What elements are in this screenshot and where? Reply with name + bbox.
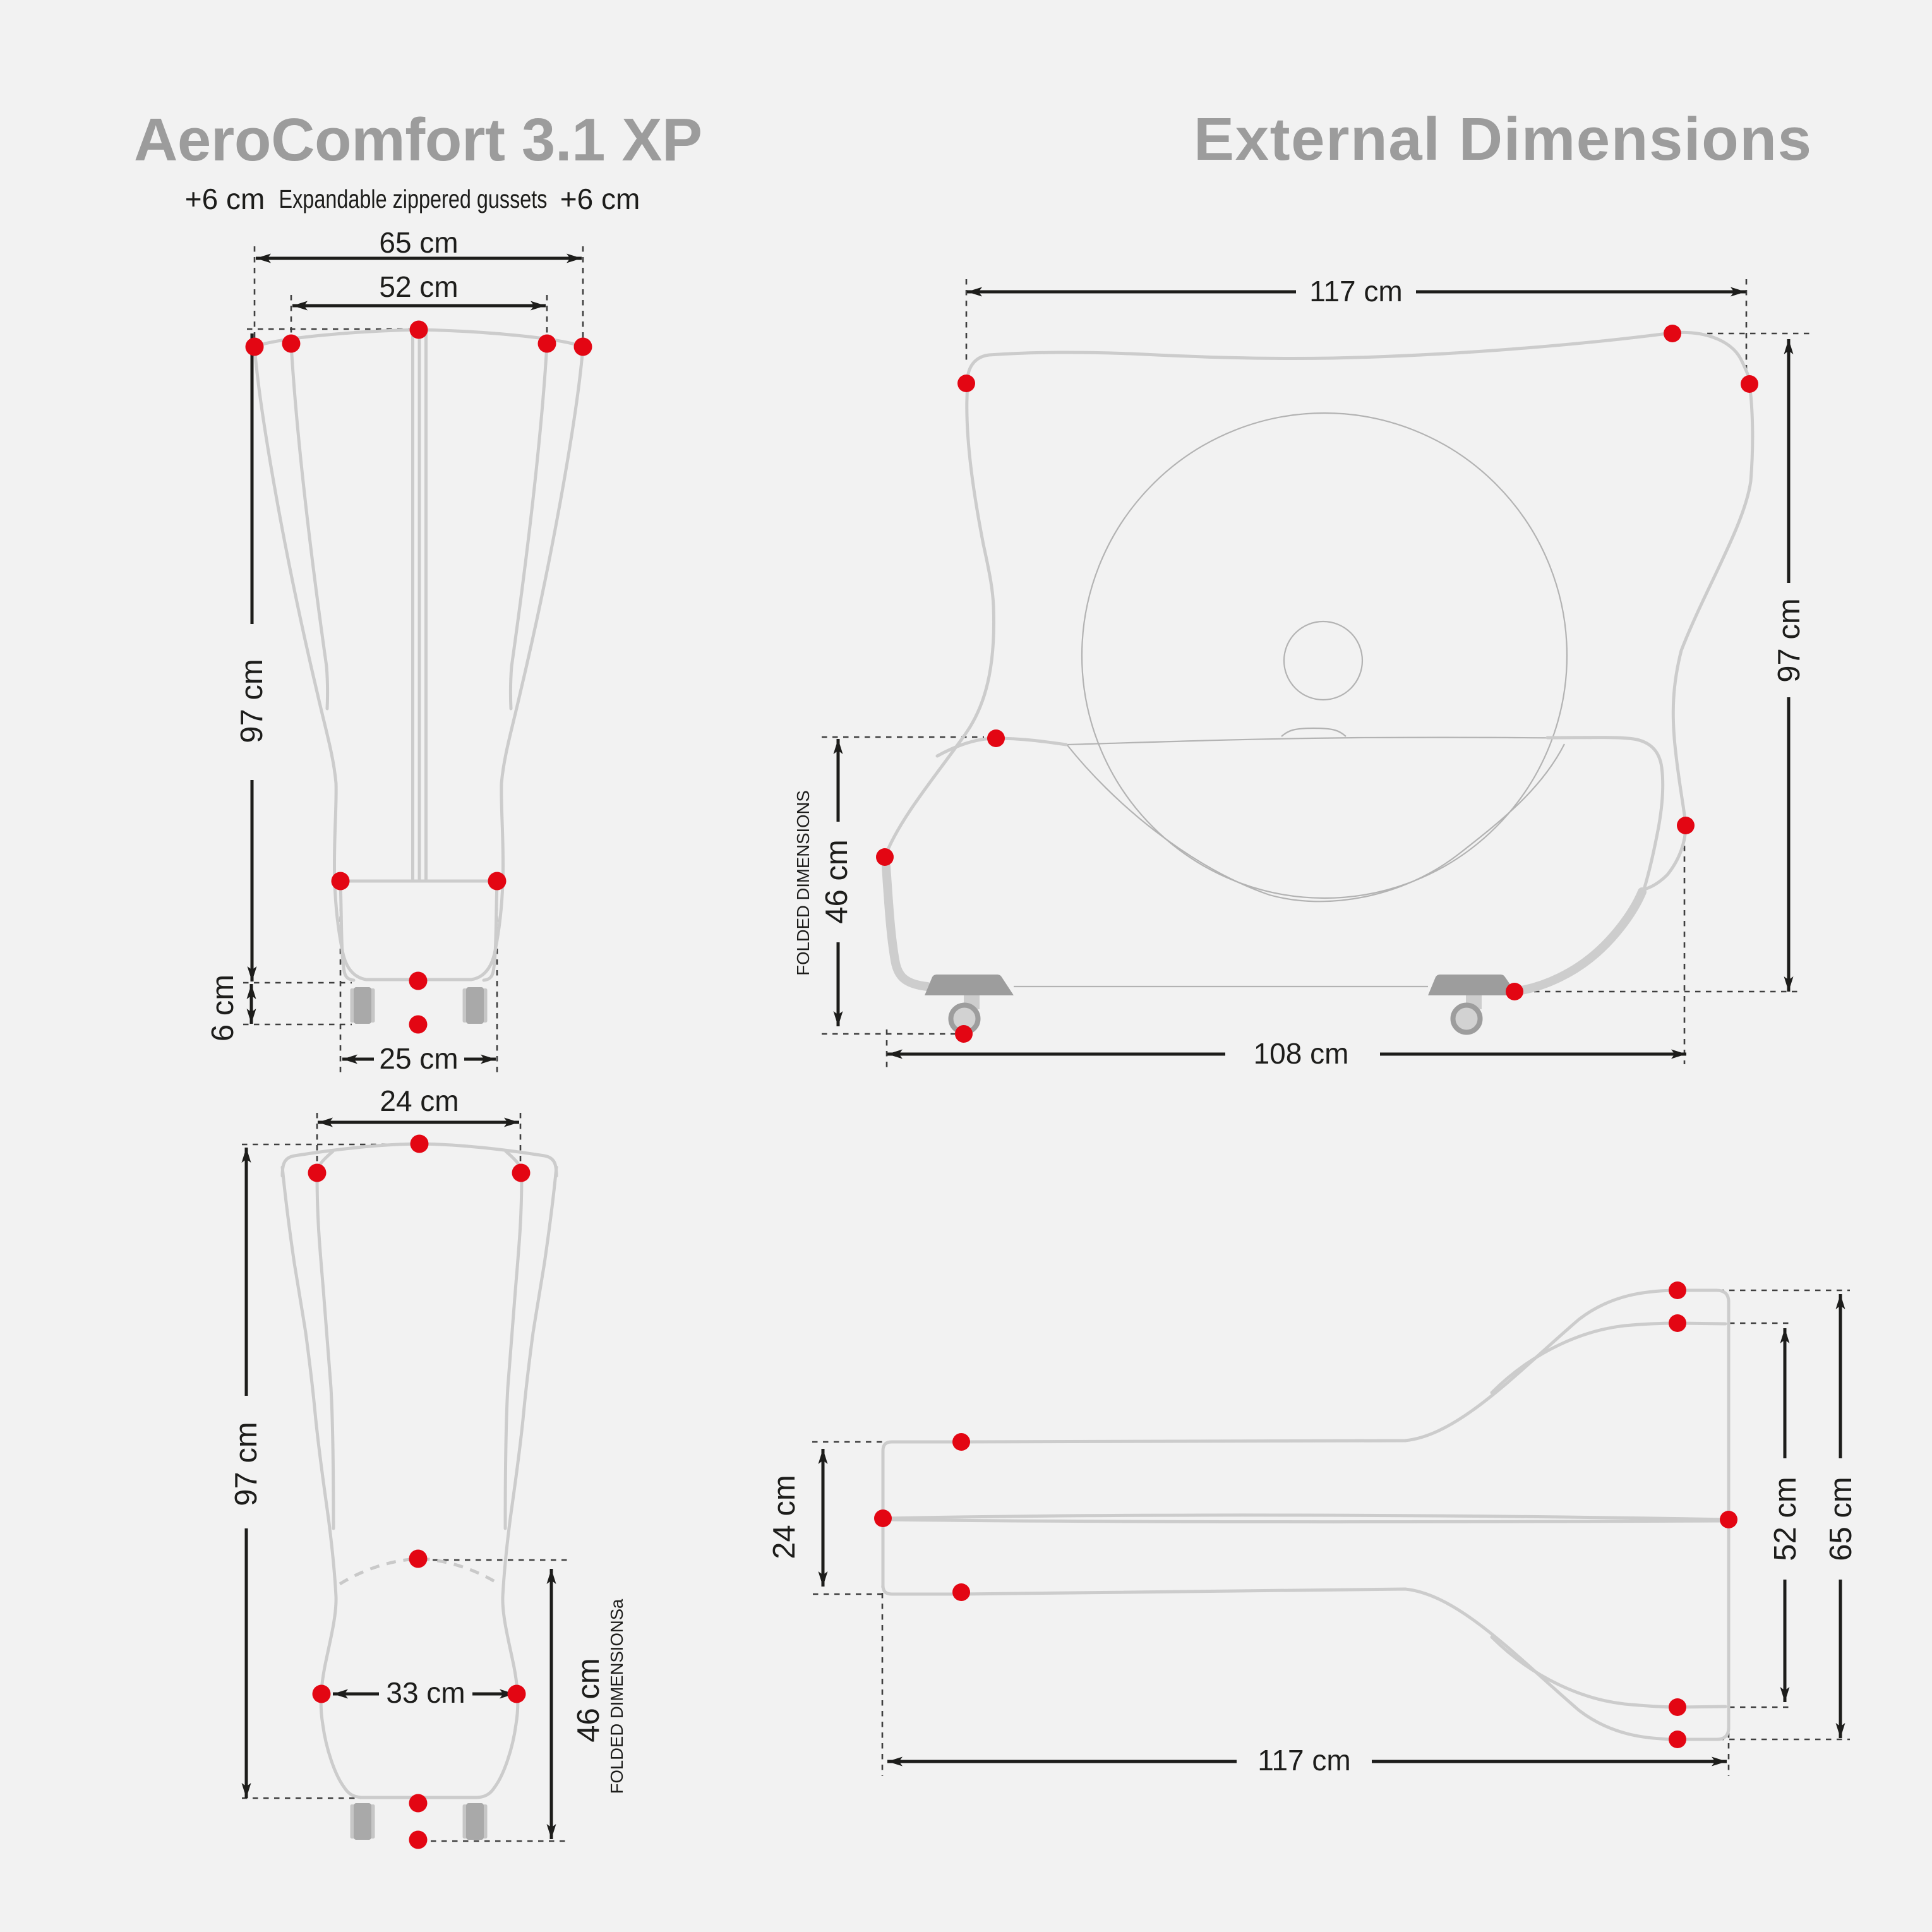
svg-text:46 cm: 46 cm (572, 1658, 606, 1742)
svg-text:65 cm: 65 cm (379, 226, 458, 259)
svg-text:52 cm: 52 cm (379, 270, 458, 303)
svg-text:AeroComfort 3.1 XP: AeroComfort 3.1 XP (134, 106, 702, 174)
svg-text:FOLDED DIMENSIONSa: FOLDED DIMENSIONSa (607, 1599, 627, 1794)
svg-text:117 cm: 117 cm (1309, 275, 1402, 308)
svg-text:97 cm: 97 cm (235, 659, 269, 743)
svg-text:117 cm: 117 cm (1257, 1744, 1350, 1777)
svg-text:+6 cm: +6 cm (560, 183, 640, 215)
svg-text:97 cm: 97 cm (229, 1422, 263, 1506)
svg-text:Expandable zippered gussets: Expandable zippered gussets (279, 184, 548, 213)
svg-text:6 cm: 6 cm (206, 975, 240, 1041)
svg-text:46 cm: 46 cm (820, 839, 854, 923)
svg-text:External Dimensions: External Dimensions (1194, 105, 1811, 173)
svg-text:FOLDED DIMENSIONS: FOLDED DIMENSIONS (793, 790, 813, 975)
svg-text:97 cm: 97 cm (1772, 598, 1806, 682)
svg-text:108 cm: 108 cm (1254, 1037, 1349, 1070)
svg-text:+6 cm: +6 cm (185, 183, 265, 215)
svg-text:52 cm: 52 cm (1768, 1477, 1803, 1561)
svg-text:33 cm: 33 cm (386, 1676, 465, 1709)
svg-text:24 cm: 24 cm (380, 1084, 459, 1117)
svg-text:24 cm: 24 cm (767, 1475, 801, 1559)
svg-text:65 cm: 65 cm (1824, 1477, 1858, 1561)
svg-text:25 cm: 25 cm (379, 1042, 458, 1075)
